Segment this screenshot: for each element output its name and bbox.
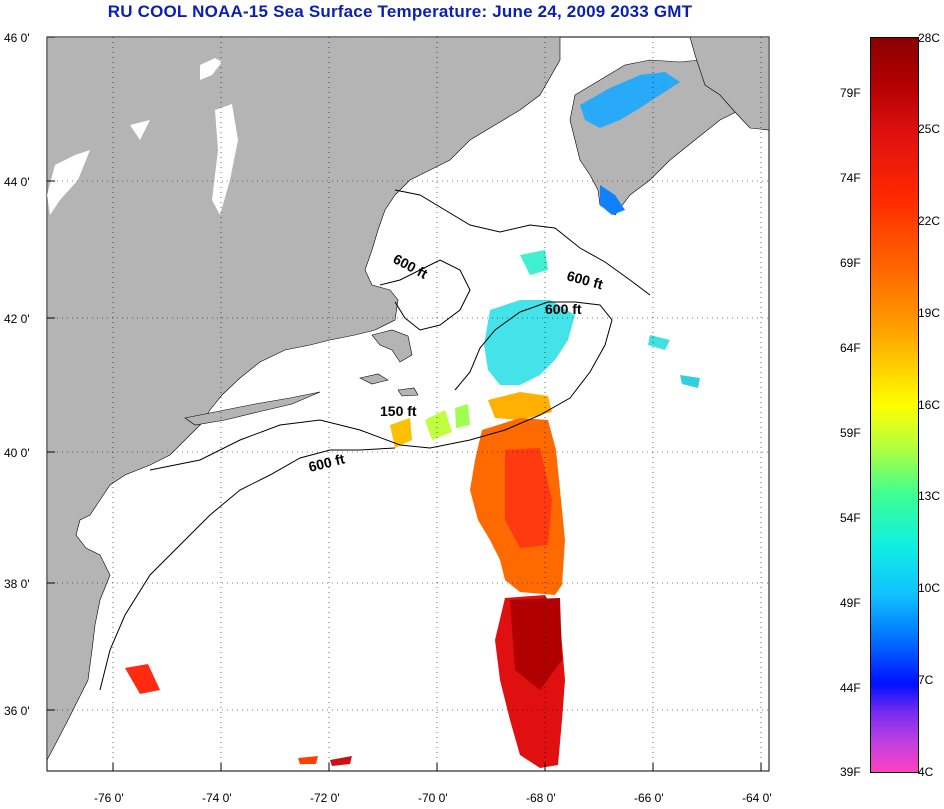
lon-label: -70 0' xyxy=(418,791,448,805)
lon-label: -72 0' xyxy=(310,791,340,805)
colorbar-fahrenheit-label: 69F xyxy=(840,256,861,270)
colorbar-fahrenheit-label: 59F xyxy=(840,426,861,440)
colorbar-celsius-label: 16C xyxy=(918,398,941,412)
temperature-colorbar xyxy=(870,37,919,773)
colorbar-celsius-label: 28C xyxy=(918,31,941,45)
colorbar-fahrenheit-label: 49F xyxy=(840,596,861,610)
colorbar-fahrenheit-label: 39F xyxy=(840,765,861,779)
bathymetry-contours xyxy=(99,189,651,691)
gridlines xyxy=(47,37,769,771)
lat-label: 42 0' xyxy=(4,312,30,326)
lon-label: -76 0' xyxy=(94,791,124,805)
colorbar-fahrenheit-label: 44F xyxy=(840,681,861,695)
colorbar-fahrenheit-label: 64F xyxy=(840,341,861,355)
lon-label: -64 0' xyxy=(742,791,772,805)
lat-label: 40 0' xyxy=(4,446,30,460)
map-title: RU COOL NOAA-15 Sea Surface Temperature:… xyxy=(107,2,693,21)
colorbar-celsius-label: 22C xyxy=(918,214,941,228)
colorbar-celsius-label: 25C xyxy=(918,122,941,136)
colorbar-fahrenheit-label: 54F xyxy=(840,511,861,525)
colorbar-celsius-label: 19C xyxy=(918,306,941,320)
colorbar-celsius-label: 10C xyxy=(918,581,941,595)
colorbar-celsius-label: 13C xyxy=(918,489,941,503)
colorbar-fahrenheit-label: 79F xyxy=(840,86,861,100)
colorbar-fahrenheit-label: 74F xyxy=(840,171,861,185)
lon-label: -74 0' xyxy=(202,791,232,805)
lon-label: -68 0' xyxy=(526,791,556,805)
contour-label-150ft: 150 ft xyxy=(380,403,417,419)
colorbar-celsius-label: 4C xyxy=(918,765,934,779)
colorbar-celsius-label: 7C xyxy=(918,673,934,687)
lat-label: 36 0' xyxy=(4,704,30,718)
lakes xyxy=(47,58,238,215)
lat-label: 38 0' xyxy=(4,577,30,591)
tick-marks xyxy=(47,36,762,771)
contour-label-600ft: 600 ft xyxy=(545,301,582,317)
lat-label: 44 0' xyxy=(4,175,30,189)
lon-label: -66 0' xyxy=(634,791,664,805)
lat-label: 46 0' xyxy=(4,31,30,45)
